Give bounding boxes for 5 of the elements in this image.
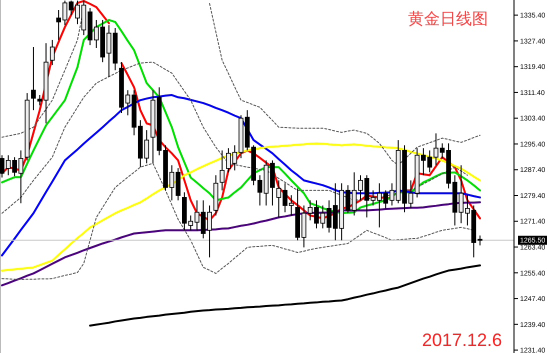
text: 黄金日线图 — [408, 10, 488, 28]
annotation: 2017.12.6 — [422, 330, 502, 350]
candlestick — [50, 39, 55, 66]
candlestick — [220, 150, 225, 191]
candlestick — [31, 46, 36, 111]
